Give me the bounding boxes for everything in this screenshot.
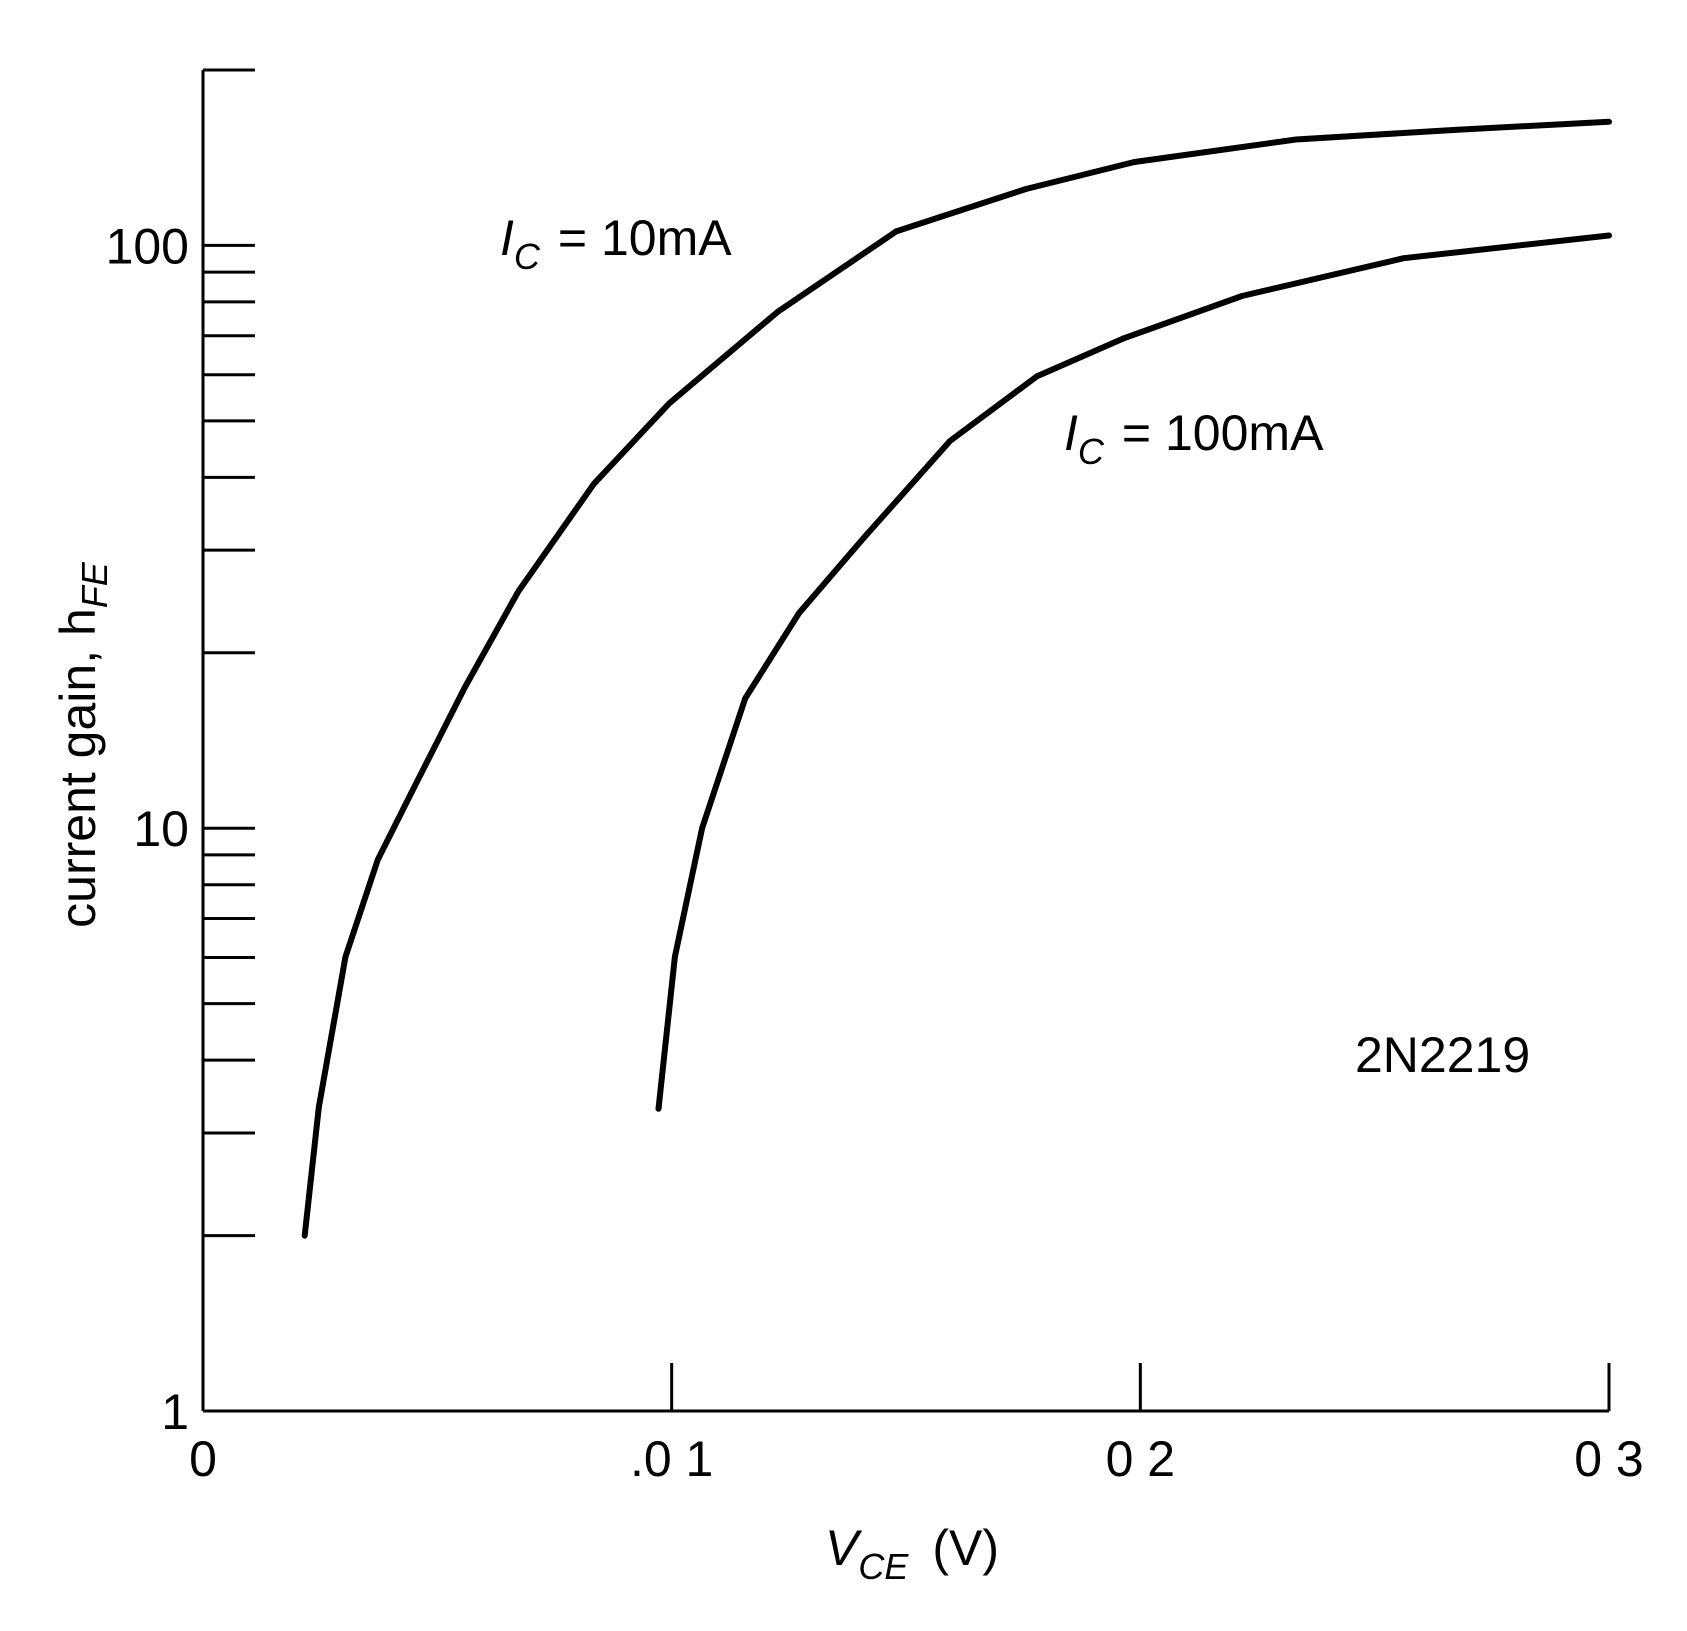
annotation-subscript: C [1078, 431, 1105, 472]
x-tick-label: .0 1 [630, 1431, 713, 1487]
x-tick-label: 0 3 [1574, 1431, 1644, 1487]
annotation-symbol: I [500, 210, 514, 266]
annotation-subscript: C [514, 236, 541, 277]
annotation: 2N2219 [1355, 1027, 1530, 1083]
annotation-text: = 10mA [558, 210, 732, 266]
y-label-subscript: FE [74, 561, 115, 608]
x-label-unit: (V) [932, 1520, 999, 1576]
annotation: IC = 100mA [1064, 405, 1324, 472]
x-tick-label: 0 [189, 1431, 217, 1487]
x-axis-label: VCE (V) [825, 1520, 999, 1587]
annotation-symbol: I [1064, 405, 1078, 461]
annotation: IC = 10mA [500, 210, 732, 277]
curve [301, 118, 1612, 1239]
y-tick-label: 1 [161, 1384, 189, 1440]
y-axis-label: current gain, hFE [50, 561, 115, 928]
x-tick-label: 0 2 [1106, 1431, 1176, 1487]
y-tick-label: 100 [106, 218, 189, 274]
x-label-subscript: CE [858, 1546, 909, 1587]
y-label-text: current gain, h [50, 608, 106, 928]
curve [655, 232, 1612, 1112]
y-tick-label: 10 [133, 801, 189, 857]
x-label-symbol: V [825, 1520, 863, 1576]
annotation-text: = 100mA [1122, 405, 1324, 461]
